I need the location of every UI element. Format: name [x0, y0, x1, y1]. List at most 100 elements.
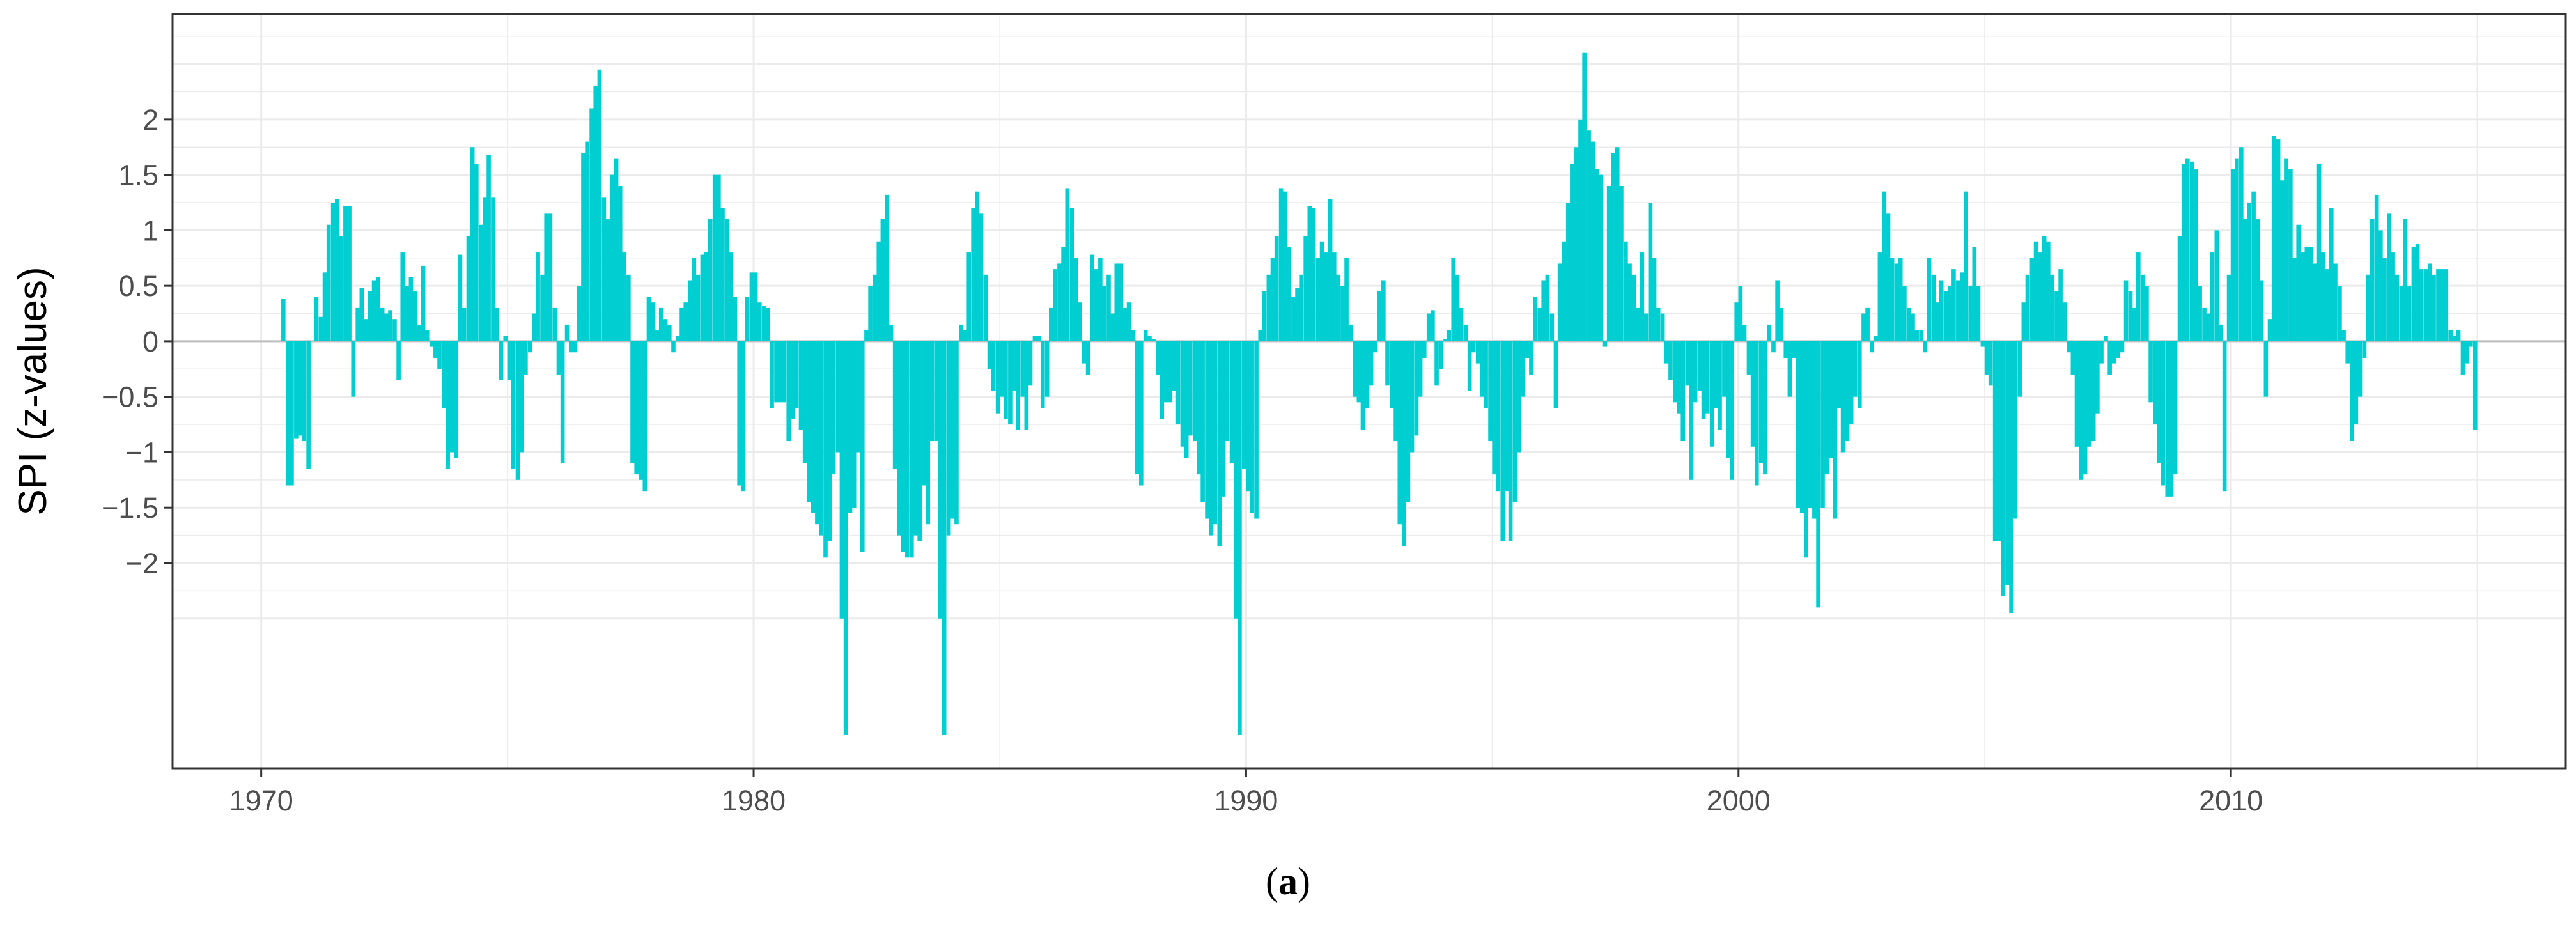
spi-bar	[2313, 263, 2318, 341]
spi-bar	[1845, 341, 1850, 442]
spi-bar	[1504, 341, 1509, 492]
spi-bar	[499, 341, 504, 380]
spi-bar	[1972, 247, 1977, 341]
spi-bar	[1775, 280, 1780, 341]
spi-bar	[330, 203, 336, 341]
spi-bar	[1951, 269, 1956, 341]
spi-bar	[1976, 286, 1981, 341]
spi-bar	[458, 254, 463, 341]
spi-bar	[298, 341, 302, 436]
spi-bar	[864, 330, 869, 341]
spi-bar	[589, 108, 594, 341]
spi-bar	[1089, 254, 1094, 341]
spi-bar	[2448, 330, 2453, 341]
spi-bar	[1574, 147, 1579, 341]
spi-bar	[2460, 341, 2465, 375]
y-tick-label: −2	[126, 547, 159, 580]
spi-bar	[2267, 319, 2272, 341]
spi-bar	[2407, 286, 2412, 341]
spi-bar	[897, 341, 902, 536]
spi-bar	[1156, 341, 1160, 375]
spi-bar	[802, 341, 807, 463]
spi-bar	[1656, 307, 1661, 341]
spi-bar	[1882, 191, 1887, 341]
spi-bar	[1677, 341, 1681, 414]
spi-bar	[1750, 341, 1755, 447]
spi-bar	[885, 194, 890, 341]
spi-bar	[1804, 341, 1808, 558]
spi-bar	[2230, 169, 2235, 341]
spi-bar	[1689, 341, 1694, 480]
spi-bar	[2362, 341, 2367, 358]
y-tick-label: 0.5	[118, 270, 159, 302]
spi-bar	[446, 341, 450, 469]
spi-bar	[2046, 241, 2051, 341]
spi-bar	[1927, 258, 1932, 341]
spi-bar	[1049, 307, 1053, 341]
spi-bar	[1184, 341, 1189, 458]
y-axis-title: SPI (z-values)	[11, 267, 55, 515]
spi-bar	[1988, 341, 1993, 386]
spi-bar	[1964, 191, 1968, 341]
spi-bar	[2440, 269, 2444, 341]
spi-bar	[1943, 291, 1948, 341]
spi-bar	[466, 236, 471, 341]
spi-bar	[2366, 274, 2371, 341]
spi-bar	[1032, 336, 1037, 341]
spi-bar	[2357, 341, 2363, 397]
axis-ticks: 2 1.5 1 0.5 0 −0.5 −1 −1.5 −2 1970 1980 1990 2000 201…	[102, 104, 2263, 817]
spi-bar	[1082, 341, 1087, 364]
x-tick-label: 1980	[722, 784, 786, 817]
spi-bar	[483, 197, 487, 341]
spi-bar	[1008, 341, 1013, 425]
spi-bar	[913, 341, 918, 536]
spi-bar	[1824, 341, 1829, 475]
spi-bar	[302, 341, 306, 442]
spi-bar	[1172, 341, 1177, 391]
spi-bar	[811, 341, 816, 513]
spi-bar	[2005, 341, 2010, 585]
spi-bar	[1853, 341, 1858, 397]
spi-bar	[626, 274, 631, 341]
spi-bar	[1537, 307, 1542, 341]
spi-bar	[355, 307, 360, 341]
spi-bar	[1861, 313, 1866, 341]
spi-bar	[1238, 341, 1242, 735]
spi-bar	[2157, 341, 2161, 463]
spi-bar	[770, 341, 774, 408]
spi-bar	[417, 324, 422, 341]
spi-bar	[1582, 52, 1587, 341]
spi-bar	[622, 252, 626, 341]
spi-bar	[2444, 269, 2449, 341]
spi-bar	[1036, 336, 1041, 341]
spi-bar	[1266, 274, 1271, 341]
spi-bar	[1393, 341, 1398, 442]
spi-bar	[1718, 341, 1722, 430]
spi-bar	[2037, 252, 2042, 341]
spi-bar	[1402, 341, 1407, 546]
spi-bar	[2025, 274, 2030, 341]
spi-bar	[314, 297, 319, 341]
spi-bar	[462, 307, 467, 341]
spi-bar	[1431, 310, 1435, 341]
spi-bar	[326, 224, 331, 341]
spi-bar	[753, 272, 758, 341]
spi-bar	[934, 341, 939, 442]
spi-bar	[1331, 252, 1337, 341]
spi-bar	[388, 310, 392, 341]
spi-bar	[2148, 341, 2153, 403]
spi-bar	[2132, 307, 2137, 341]
spi-bar	[1085, 341, 1090, 375]
spi-bar	[1377, 291, 1382, 341]
spi-bar	[1919, 330, 1923, 341]
spi-bar	[2091, 341, 2096, 442]
spi-bar	[2325, 269, 2330, 341]
spi-bar	[524, 341, 528, 375]
spi-bar	[2062, 302, 2067, 341]
spi-bar	[2083, 341, 2088, 475]
spi-bar	[1315, 258, 1321, 341]
spi-bar	[1496, 341, 1501, 492]
spi-bar	[544, 213, 549, 341]
spi-bar	[2436, 269, 2440, 341]
spi-bar	[1418, 341, 1423, 397]
